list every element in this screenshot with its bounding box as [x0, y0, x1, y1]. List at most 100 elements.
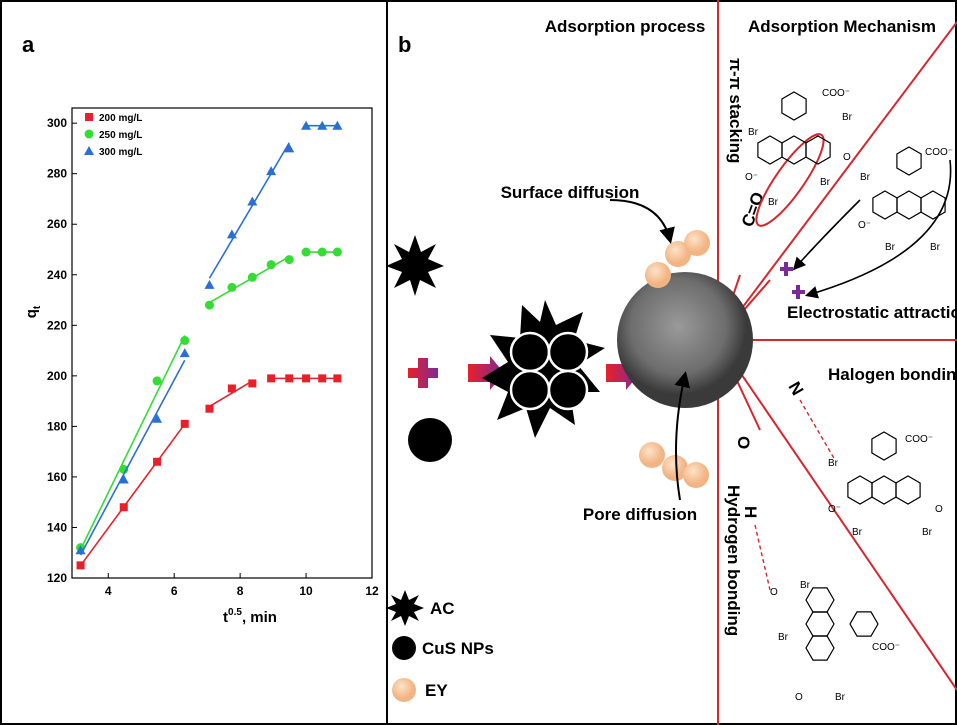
- frame: [1, 1, 956, 724]
- figure: a t0.5, min qt 120 140 160 180 200 220 240 260 2…: [0, 0, 957, 725]
- atom-label: Br: [930, 242, 941, 253]
- point: [318, 374, 326, 382]
- point: [302, 248, 311, 257]
- atom-label: Br: [922, 527, 933, 538]
- pore-diffusion-label: Pore diffusion: [583, 505, 697, 524]
- y-tick-label: 140: [47, 520, 67, 534]
- pi-stacking-label: π-π stacking: [726, 58, 745, 163]
- atom-label: Br: [885, 242, 896, 253]
- atom-label: Br: [842, 112, 853, 123]
- point: [205, 301, 214, 310]
- point: [180, 348, 190, 357]
- point: [333, 374, 341, 382]
- atom-label: Br: [852, 527, 863, 538]
- legend-label: 300 mg/L: [99, 147, 142, 158]
- point: [318, 248, 327, 257]
- atom-label: O⁻: [858, 220, 871, 231]
- x-tick-label: 10: [299, 584, 313, 598]
- x-tick-label: 6: [171, 584, 178, 598]
- atom-label: O: [734, 436, 753, 449]
- fit-line: [81, 360, 185, 555]
- atom-label: COO⁻: [905, 434, 933, 445]
- plot-frame: [72, 108, 372, 578]
- legend-icon: [386, 590, 424, 626]
- legend-label: CuS NPs: [422, 639, 494, 658]
- point: [153, 458, 161, 466]
- mechanism-lines: [718, 0, 957, 725]
- point: [333, 248, 342, 257]
- point: [120, 503, 128, 511]
- cus-icon: [408, 418, 452, 462]
- legend-marker: [85, 130, 94, 139]
- y-tick-label: 280: [47, 167, 67, 181]
- fit-line: [81, 336, 185, 550]
- y-tick-label: 240: [47, 268, 67, 282]
- y-axis-label: qt: [23, 305, 43, 318]
- atom-label: Br: [778, 632, 789, 643]
- hydrogen-label: Hydrogen bonding: [724, 485, 743, 636]
- atom-label: O: [935, 504, 943, 515]
- atom-label: H: [741, 506, 760, 518]
- point: [248, 379, 256, 387]
- y-tick-label: 160: [47, 470, 67, 484]
- point: [77, 561, 85, 569]
- legend-label: EY: [425, 681, 448, 700]
- legend-icon: [392, 678, 416, 702]
- legend-icon: [392, 636, 416, 660]
- molecule: Br O Br COO⁻ O Br: [770, 580, 900, 703]
- point: [285, 255, 294, 264]
- atom-label: Br: [828, 458, 839, 469]
- atom-label: COO⁻: [925, 147, 953, 158]
- molecule: COO⁻ Br O⁻ Br Br O: [828, 432, 943, 538]
- atom-label: Br: [768, 197, 779, 208]
- point: [285, 374, 293, 382]
- legend-marker: [85, 113, 93, 121]
- point: [153, 376, 162, 385]
- y-tick-label: 120: [47, 571, 67, 585]
- y-tick-label: 300: [47, 116, 67, 130]
- x-axis-label: t0.5, min: [223, 607, 277, 626]
- arrow: [610, 200, 670, 240]
- legend-marker: [84, 146, 94, 155]
- fit-line: [209, 143, 289, 278]
- atom-label: Br: [835, 692, 846, 703]
- atom-label: O⁻: [828, 504, 841, 515]
- fit-line: [81, 424, 185, 566]
- point: [181, 420, 189, 428]
- atom-label: Br: [820, 177, 831, 188]
- surface-diffusion-label: Surface diffusion: [501, 183, 640, 202]
- x-tick-label: 12: [365, 584, 379, 598]
- point: [248, 273, 257, 282]
- panel-label: a: [22, 32, 35, 57]
- point: [267, 260, 276, 269]
- legend-label: 250 mg/L: [99, 130, 142, 141]
- y-tick-label: 200: [47, 369, 67, 383]
- point: [180, 336, 189, 345]
- x-tick-label: 8: [237, 584, 244, 598]
- point: [227, 283, 236, 292]
- y-tick-label: 180: [47, 419, 67, 433]
- ac-icon: [386, 235, 444, 296]
- atom-label: COO⁻: [872, 642, 900, 653]
- plus-icon: [408, 358, 438, 388]
- charges: [780, 262, 805, 299]
- legend-label: 200 mg/L: [99, 113, 142, 124]
- molecule: COO⁻ Br O⁻ Br Br: [858, 147, 953, 253]
- process-title: Adsorption process: [545, 17, 706, 36]
- point: [204, 280, 214, 289]
- atom-label: O: [843, 152, 851, 163]
- y-tick-label: 260: [47, 217, 67, 231]
- point: [205, 405, 213, 413]
- point: [302, 374, 310, 382]
- atom-label: O: [795, 692, 803, 703]
- atom-label: COO⁻: [822, 88, 850, 99]
- atom-label: O: [770, 587, 778, 598]
- halogen-label: Halogen bonding: [828, 365, 957, 384]
- y-tick-label: 220: [47, 318, 67, 332]
- point: [267, 374, 275, 382]
- atom-label: O⁻: [745, 172, 758, 183]
- atom-label: N: [785, 379, 808, 399]
- point: [228, 384, 236, 392]
- point: [119, 474, 129, 483]
